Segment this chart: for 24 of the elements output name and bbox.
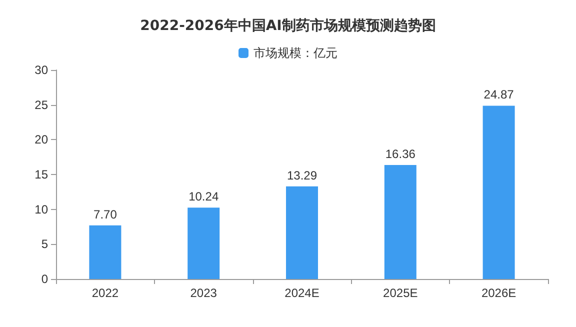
y-tick-label: 15 — [34, 168, 48, 182]
bar — [188, 208, 220, 279]
chart-title: 2022-2026年中国AI制药市场规模预测趋势图 — [140, 17, 436, 34]
y-tick-label: 30 — [34, 63, 48, 77]
y-tick-label: 10 — [34, 202, 48, 216]
x-tick-label: 2022 — [92, 286, 119, 300]
text: 10.24 — [188, 190, 219, 204]
x-tick-label: 2025E — [383, 286, 418, 300]
text: 7.70 — [94, 207, 117, 222]
x-tick-label: 2023 — [190, 286, 218, 300]
y-tick-label: 5 — [41, 237, 48, 252]
bar — [286, 186, 318, 279]
y-tick-label: 0 — [41, 272, 48, 286]
legend-label: 市场规模：亿元 — [254, 46, 338, 60]
text: 24.87 — [484, 88, 514, 102]
bar — [482, 106, 515, 279]
x-tick-label: 2026E — [481, 286, 516, 300]
bar — [89, 225, 122, 279]
text: 16.36 — [385, 147, 416, 162]
y-tick-label: 25 — [34, 98, 48, 112]
y-tick-label: 20 — [34, 132, 48, 147]
x-tick-label: 2024E — [284, 286, 320, 300]
text: 13.29 — [286, 168, 318, 182]
bar — [384, 165, 416, 279]
